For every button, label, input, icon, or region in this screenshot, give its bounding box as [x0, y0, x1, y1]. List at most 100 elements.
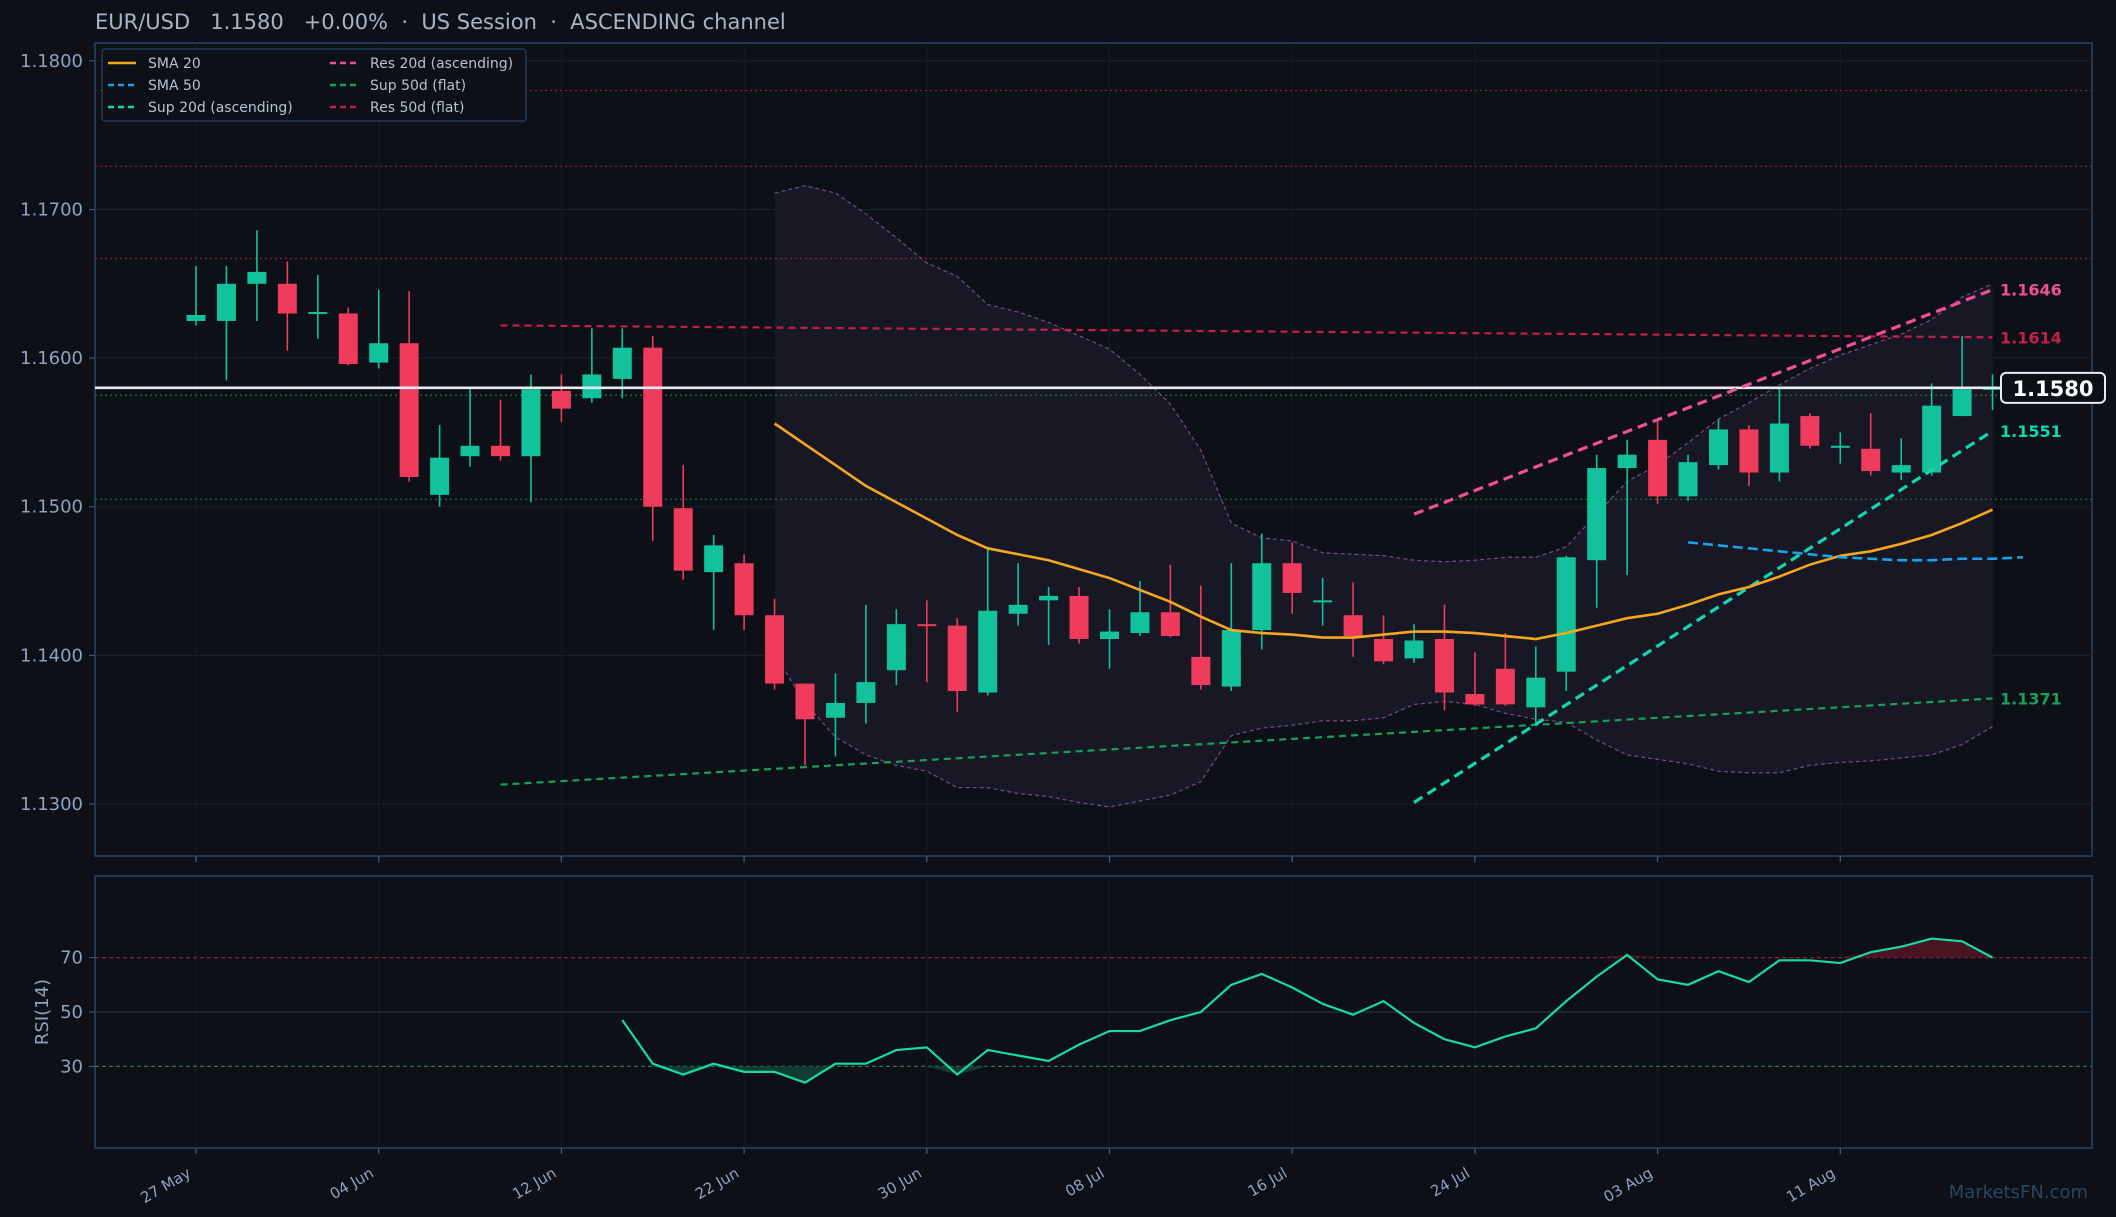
- chart-title: EUR/USD 1.1580 +0.00% · US Session · ASC…: [95, 10, 786, 34]
- candle-body: [1922, 405, 1942, 473]
- candle-body: [947, 625, 967, 692]
- candle-body: [978, 610, 998, 693]
- legend-label: SMA 50: [148, 78, 201, 94]
- legend: SMA 20 SMA 50 Sup 20d (ascending) Res 20d (…: [101, 48, 527, 122]
- x-tick-label: 04 Jun: [327, 1164, 377, 1203]
- indicator-lines: [95, 288, 2092, 804]
- rsi-tick-label: 50: [60, 1002, 83, 1023]
- candle-body: [1404, 640, 1424, 659]
- level-end-label: 1.1646: [2000, 281, 2062, 300]
- trend-line: [500, 324, 1993, 339]
- price-tick-label: 1.1600: [20, 348, 83, 369]
- candle-body: [1526, 677, 1546, 708]
- candle-body: [186, 314, 206, 321]
- candle-body: [1678, 462, 1698, 497]
- candle-body: [1100, 631, 1119, 640]
- rsi-overbought-fill: [1901, 938, 1932, 958]
- rsi-overbought-fill: [1931, 938, 1963, 958]
- candle-body: [1739, 429, 1759, 473]
- sma20-line: [773, 422, 1994, 641]
- trend-line: [500, 697, 1993, 786]
- rsi-overbought-fill: [1840, 952, 1871, 958]
- legend-label: Res 20d (ascending): [370, 56, 513, 72]
- candle-body: [1587, 468, 1607, 561]
- current-price-label: 1.1580: [2012, 377, 2093, 401]
- price-tick-label: 1.1300: [20, 794, 83, 815]
- candle-body: [1008, 604, 1028, 614]
- x-tick-label: 08 Jul: [1062, 1164, 1107, 1201]
- candle-body: [1465, 693, 1485, 705]
- rsi-oversold-fill: [744, 1066, 775, 1072]
- candle-body: [551, 390, 571, 409]
- price-tick-label: 1.1400: [20, 645, 83, 666]
- level-end-label: 1.1371: [2000, 689, 2062, 708]
- rsi-panel: 30 50 70 RSI(14): [32, 875, 2093, 1149]
- x-tick-label: 16 Jul: [1245, 1164, 1290, 1201]
- rsi-overbought-fill: [1627, 954, 1658, 958]
- candle-body: [1221, 630, 1241, 687]
- candle-body: [1343, 615, 1363, 637]
- candle-body: [460, 445, 480, 457]
- candle-body: [1769, 423, 1789, 473]
- candle-body: [917, 624, 937, 627]
- candle-body: [825, 702, 845, 718]
- candle-body: [521, 389, 541, 457]
- legend-label: Res 50d (flat): [370, 100, 464, 116]
- candle-body: [1282, 563, 1302, 593]
- candle-body: [308, 312, 328, 315]
- rsi-series: [621, 937, 1994, 1084]
- x-tick-label: 22 Jun: [692, 1164, 742, 1203]
- candle-body: [1800, 416, 1820, 446]
- candle-body: [795, 683, 815, 720]
- x-tick-label: 24 Jul: [1428, 1164, 1473, 1201]
- candle-body: [247, 271, 267, 284]
- band-lower: [774, 653, 1993, 808]
- candle-body: [1495, 668, 1515, 705]
- candle-body: [1861, 448, 1881, 472]
- candle-body: [1617, 454, 1637, 469]
- x-tick-label: 12 Jun: [509, 1164, 559, 1203]
- rsi-line: [621, 937, 1994, 1084]
- watermark: MarketsFN.com: [1948, 1182, 2088, 1203]
- candle-body: [1434, 639, 1454, 693]
- price-axis: 1.1300 1.1400 1.1500 1.1600 1.1700 1.1800: [20, 51, 95, 815]
- candle-body: [1069, 595, 1089, 640]
- candle-body: [765, 615, 785, 684]
- candle-body: [643, 347, 663, 507]
- x-tick-label: 27 May: [137, 1164, 194, 1207]
- x-tick-label: 11 Aug: [1783, 1164, 1838, 1206]
- candle-body: [1374, 639, 1394, 662]
- x-tick-label: 03 Aug: [1601, 1164, 1656, 1206]
- rsi-oversold-fill: [805, 1066, 836, 1083]
- candle-body: [369, 343, 389, 363]
- candle-body: [1160, 612, 1180, 637]
- x-tick-label: 30 Jun: [875, 1164, 925, 1203]
- level-end-label: 1.1614: [2000, 328, 2062, 347]
- candle-body: [1556, 557, 1576, 672]
- price-tick-label: 1.1700: [20, 199, 83, 220]
- candle-body: [1039, 595, 1059, 601]
- rsi-tick-label: 70: [60, 948, 83, 969]
- candle-body: [277, 283, 297, 314]
- band-upper: [774, 185, 1993, 563]
- candle-body: [1191, 656, 1211, 686]
- candle-body: [1830, 445, 1850, 448]
- level-labels: 1.1614 1.1371 1.1646 1.1551 1.1580: [2000, 281, 2106, 708]
- legend-label: Sup 50d (flat): [370, 78, 466, 94]
- legend-label: SMA 20: [148, 56, 201, 72]
- candle-body: [1891, 465, 1911, 473]
- trend-line: [1413, 429, 1994, 804]
- candle-body: [430, 457, 450, 495]
- candle-body: [734, 563, 754, 616]
- candle-body: [1313, 600, 1333, 603]
- level-end-label: 1.1551: [2000, 422, 2062, 441]
- candle-body: [582, 374, 602, 399]
- candle-body: [1130, 612, 1150, 634]
- rsi-axis-label: RSI(14): [32, 979, 53, 1045]
- legend-box: [101, 48, 527, 122]
- candle-body: [1952, 389, 1972, 417]
- price-tick-label: 1.1500: [20, 497, 83, 518]
- rsi-overbought-fill: [1870, 946, 1902, 958]
- candle-body: [216, 283, 236, 321]
